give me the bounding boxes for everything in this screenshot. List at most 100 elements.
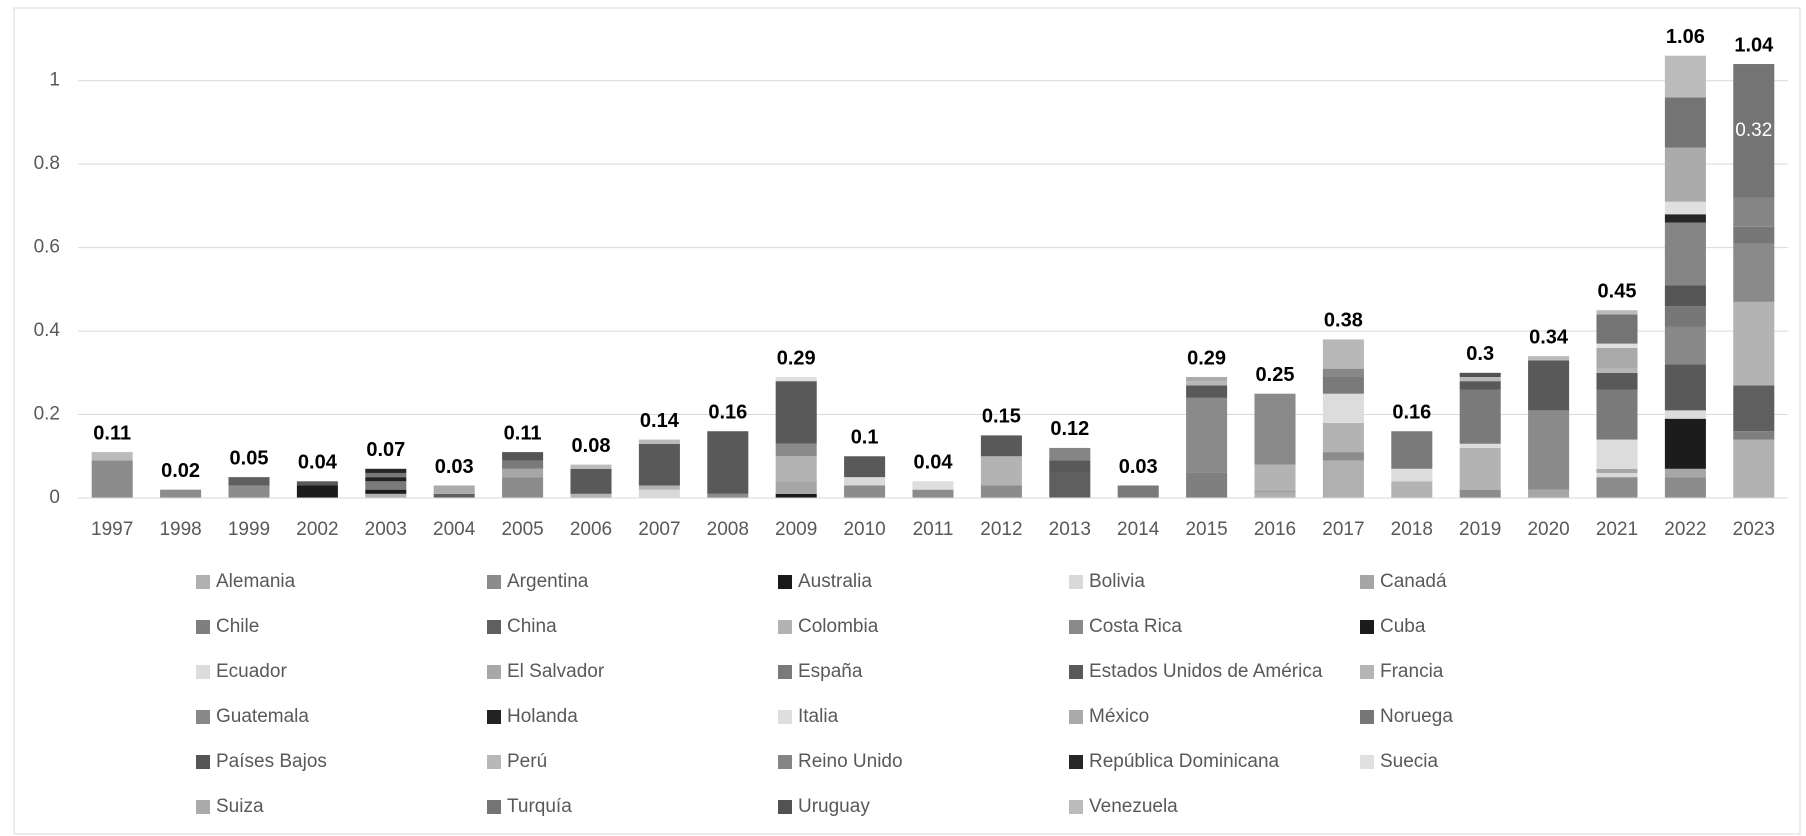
bar-segment — [228, 485, 270, 498]
bar-segment — [1186, 397, 1228, 473]
legend-swatch — [487, 710, 501, 724]
bar-segment — [1528, 360, 1570, 411]
bar-segment — [365, 493, 407, 498]
legend-swatch — [196, 620, 210, 634]
total-label: 0.07 — [366, 439, 405, 461]
legend-label: Cuba — [1380, 616, 1426, 637]
bar-segment — [1528, 356, 1570, 361]
bar-segment — [365, 481, 407, 490]
bar-segment — [1664, 147, 1706, 202]
legend-swatch — [196, 755, 210, 769]
bar-segment — [1322, 376, 1364, 394]
bar-segment — [1733, 226, 1775, 244]
bar-segment — [980, 435, 1022, 457]
legend-swatch — [1069, 800, 1083, 814]
legend-swatch — [778, 665, 792, 679]
total-label: 0.29 — [1187, 347, 1226, 369]
bar-segment — [844, 477, 886, 486]
bar-segment — [160, 489, 202, 498]
bar-segment — [1322, 368, 1364, 377]
bar-segment — [296, 485, 338, 498]
legend-label: Guatemala — [216, 706, 309, 727]
x-tick-label: 2020 — [1527, 519, 1569, 540]
total-label: 0.3 — [1466, 343, 1494, 365]
legend-label: España — [798, 661, 863, 682]
x-tick-label: 2003 — [365, 519, 407, 540]
total-label: 0.14 — [640, 410, 680, 432]
x-tick-label: 2013 — [1049, 519, 1091, 540]
bar-segment — [1596, 472, 1638, 478]
bar-segment — [1733, 243, 1775, 302]
x-tick-label: 2016 — [1254, 519, 1296, 540]
bar-segment — [1733, 64, 1775, 198]
legend-swatch — [1360, 665, 1374, 679]
bar-segment — [1459, 389, 1501, 444]
bar-segment — [1459, 447, 1501, 490]
bar-segment — [1117, 485, 1159, 498]
legend-swatch — [1069, 620, 1083, 634]
bar-segment — [1254, 489, 1296, 494]
bar-segment — [1596, 310, 1638, 315]
bar-segment — [1596, 468, 1638, 473]
total-label: 0.03 — [435, 456, 474, 478]
x-tick-label: 2006 — [570, 519, 612, 540]
legend-swatch — [196, 800, 210, 814]
legend-label: El Salvador — [507, 661, 605, 682]
bar-segment — [1596, 314, 1638, 344]
bar-segment — [1596, 372, 1638, 390]
legend-label: Bolivia — [1089, 571, 1145, 592]
x-tick-label: 1997 — [91, 519, 133, 540]
y-tick-label: 0.6 — [34, 237, 60, 258]
legend-swatch — [1360, 710, 1374, 724]
bar-segment — [1322, 452, 1364, 461]
bar-segment — [707, 431, 749, 494]
total-label: 0.08 — [572, 435, 611, 457]
legend-swatch — [487, 665, 501, 679]
x-tick-label: 2010 — [843, 519, 885, 540]
x-tick-label: 2014 — [1117, 519, 1160, 540]
bar-segment — [707, 493, 749, 498]
legend-label: Argentina — [507, 571, 589, 592]
bar-segment — [570, 464, 612, 469]
bar-segment — [1733, 301, 1775, 386]
total-label: 1.06 — [1666, 26, 1705, 48]
bar-segment — [1664, 418, 1706, 469]
x-tick-label: 1999 — [228, 519, 270, 540]
legend-swatch — [487, 755, 501, 769]
x-tick-label: 2002 — [296, 519, 338, 540]
bar-segment — [1664, 201, 1706, 215]
total-label: 0.29 — [777, 347, 816, 369]
legend-label: Uruguay — [798, 796, 870, 817]
y-tick-label: 1 — [49, 70, 60, 91]
x-tick-label: 2004 — [433, 519, 476, 540]
total-label: 0.04 — [298, 452, 338, 474]
total-label: 0.11 — [504, 422, 542, 444]
bar-segment — [1049, 460, 1091, 473]
total-label: 0.03 — [1119, 456, 1158, 478]
bar-segment — [1664, 214, 1706, 223]
bar-segment — [1322, 460, 1364, 498]
total-label: 0.04 — [914, 452, 954, 474]
bar-segment — [1664, 477, 1706, 498]
bar-segment — [502, 468, 544, 478]
bar-segment — [502, 460, 544, 469]
legend-label: República Dominicana — [1089, 751, 1280, 772]
bar-segment — [365, 477, 407, 482]
bar-segment — [1596, 439, 1638, 469]
legend-label: Colombia — [798, 616, 879, 637]
x-tick-label: 2017 — [1322, 519, 1364, 540]
bar-segment — [570, 493, 612, 498]
bar-segment — [1596, 477, 1638, 498]
total-label: 0.38 — [1324, 310, 1363, 332]
bar-segment — [638, 485, 680, 490]
x-tick-label: 2015 — [1185, 519, 1227, 540]
bar-segment — [775, 376, 817, 382]
bar-segment — [1664, 468, 1706, 478]
legend-label: Perú — [507, 751, 547, 772]
bar-segment — [1733, 439, 1775, 498]
legend-swatch — [487, 620, 501, 634]
bar-segment — [1596, 347, 1638, 369]
bar-segment — [228, 477, 270, 486]
legend-label: Países Bajos — [216, 751, 327, 772]
